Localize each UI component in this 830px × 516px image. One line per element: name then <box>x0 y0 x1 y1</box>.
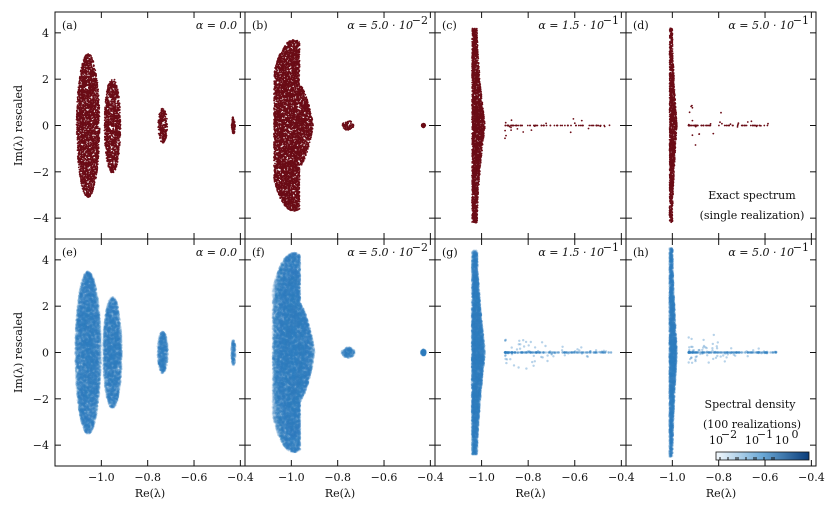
panel-c: (c) α = 1.5 · 10−1 <box>434 11 627 240</box>
data-points <box>470 249 613 456</box>
y-tick-label: 2 <box>42 300 49 313</box>
y-axis-label: Im(λ) rescaled <box>12 312 25 393</box>
colorbar-tick-label: 10 <box>775 434 789 447</box>
alpha-label: α = 1.5 · 10 <box>538 19 604 32</box>
panel-label: (a) <box>62 19 77 32</box>
x-axis-label: Re(λ) <box>135 487 165 500</box>
colorbar-tick-label: 10 <box>709 434 723 447</box>
legend-line-2: (100 realizations) <box>703 418 801 431</box>
alpha-label: α = 0.0 <box>196 246 237 259</box>
x-tick-label: −0.8 <box>705 471 732 484</box>
alpha-label: α = 5.0 · 10 <box>728 246 794 259</box>
colorbar-tick-exponent: −1 <box>757 428 773 441</box>
colorbar-tick-exponent: 0 <box>792 428 799 441</box>
x-tick-label: −0.4 <box>608 471 635 484</box>
x-tick-label: −1.0 <box>659 471 686 484</box>
y-tick-label: −4 <box>33 439 49 452</box>
panel-e: 4 2 0 −2 −4 −1.0 −0.8 −0.6 −0.4 (e) α = 0.0 Re(λ) <box>33 238 254 500</box>
data-points <box>271 251 427 454</box>
x-tick-label: −1.0 <box>278 471 305 484</box>
x-axis-label: Re(λ) <box>706 487 736 500</box>
x-tick-label: −0.6 <box>181 471 208 484</box>
data-points <box>75 53 237 199</box>
panel-label: (e) <box>62 246 77 259</box>
legend-line-2: (single realization) <box>700 209 805 222</box>
x-tick-label: −0.4 <box>227 471 254 484</box>
colorbar <box>715 451 810 461</box>
panel-label: (h) <box>633 246 649 259</box>
alpha-label: α = 5.0 · 10 <box>728 19 794 32</box>
alpha-exponent: −1 <box>603 14 619 27</box>
panel-g: −1.0 −0.8 −0.6 −0.4 (g) α = 1.5 · 10−1 Re(λ) <box>434 238 635 500</box>
x-tick-label: −0.8 <box>324 471 351 484</box>
panel-d: (d) α = 5.0 · 10−1 <box>625 11 817 240</box>
x-tick-label: −0.6 <box>752 471 779 484</box>
panel-label: (f) <box>252 246 265 259</box>
x-tick-label: −0.8 <box>134 471 161 484</box>
colorbar-tick-exponent: −2 <box>721 428 737 441</box>
y-tick-label: −2 <box>33 166 49 179</box>
panel-label: (g) <box>442 246 458 259</box>
x-tick-label: −1.0 <box>468 471 495 484</box>
alpha-exponent: −1 <box>793 241 809 254</box>
y-axis-label: Im(λ) rescaled <box>12 85 25 166</box>
legend-exact-spectrum: Exact spectrum (single realization) <box>700 189 805 222</box>
panel-label: (b) <box>252 19 268 32</box>
data-points <box>273 39 427 212</box>
colorbar-tick-label: 10 <box>745 434 759 447</box>
legend-line-1: Exact spectrum <box>708 189 796 202</box>
legend-spectral-density: Spectral density(100 realizations)10−2 10… <box>703 398 810 461</box>
y-tick-label: 0 <box>42 347 49 360</box>
x-tick-label: −0.4 <box>798 471 825 484</box>
alpha-exponent: −1 <box>793 14 809 27</box>
panel-f: −1.0 −0.8 −0.6 −0.4 (f) α = 5.0 · 10−2 Re(λ) <box>244 238 444 500</box>
data-points <box>668 247 778 459</box>
x-tick-label: −1.0 <box>88 471 115 484</box>
y-tick-label: 0 <box>42 120 49 133</box>
x-tick-label: −0.6 <box>561 471 588 484</box>
alpha-label: α = 5.0 · 10 <box>347 19 413 32</box>
panel-frame <box>625 11 817 240</box>
panel-b: (b) α = 5.0 · 10−2 <box>244 11 436 240</box>
data-points <box>74 270 237 435</box>
y-tick-label: −2 <box>33 393 49 406</box>
y-tick-label: 4 <box>42 254 49 267</box>
panel-h: −1.0 −0.8 −0.6 −0.4(h) α = 5.0 · 10−1Re(λ) <box>625 238 825 500</box>
legend-line-1: Spectral density <box>705 398 797 411</box>
data-points <box>668 27 769 224</box>
x-tick-label: −0.4 <box>417 471 444 484</box>
x-axis-label: Re(λ) <box>515 487 545 500</box>
alpha-exponent: −1 <box>603 241 619 254</box>
alpha-label: α = 5.0 · 10 <box>347 246 413 259</box>
y-tick-label: −4 <box>33 212 49 225</box>
alpha-label: α = 1.5 · 10 <box>538 246 604 259</box>
alpha-exponent: −2 <box>412 14 428 27</box>
data-points <box>471 27 611 224</box>
panel-label: (c) <box>442 19 457 32</box>
x-axis-label: Re(λ) <box>325 487 355 500</box>
panel-label: (d) <box>633 19 649 32</box>
y-tick-label: 2 <box>42 73 49 86</box>
y-tick-label: 4 <box>42 27 49 40</box>
alpha-label: α = 0.0 <box>196 19 237 32</box>
alpha-exponent: −2 <box>412 241 428 254</box>
x-tick-label: −0.6 <box>371 471 398 484</box>
panel-a: 4 2 0 −2 −4 (a) α = 0.0 <box>33 11 246 240</box>
x-tick-label: −0.8 <box>515 471 542 484</box>
